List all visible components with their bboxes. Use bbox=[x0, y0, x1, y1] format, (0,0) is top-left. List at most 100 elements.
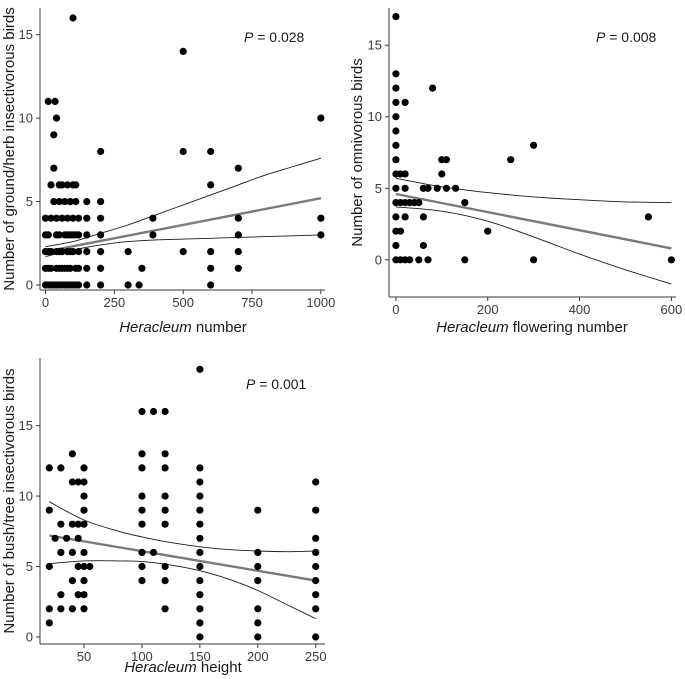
data-point bbox=[207, 147, 215, 156]
data-point bbox=[530, 256, 538, 264]
data-point bbox=[149, 214, 157, 222]
data-point bbox=[312, 591, 320, 599]
data-point bbox=[138, 577, 146, 585]
panel-b: 0 200 400 600 0 5 10 15 P = 0.008 Heracleum flowe… bbox=[349, 8, 682, 336]
data-point bbox=[57, 591, 65, 599]
data-point bbox=[97, 248, 105, 256]
data-point bbox=[196, 591, 204, 599]
data-point bbox=[161, 450, 169, 458]
p-value-label: P = 0.001 bbox=[246, 376, 307, 392]
data-point bbox=[392, 113, 400, 121]
data-point bbox=[312, 478, 320, 486]
data-point bbox=[45, 605, 53, 613]
data-point bbox=[138, 464, 146, 472]
data-point bbox=[58, 181, 66, 189]
data-point bbox=[86, 562, 94, 571]
x-tick-label: 750 bbox=[241, 295, 263, 310]
data-point bbox=[317, 231, 325, 239]
data-point bbox=[419, 241, 427, 250]
data-point bbox=[149, 231, 157, 239]
data-point bbox=[207, 281, 215, 289]
data-point bbox=[80, 577, 88, 585]
data-point bbox=[52, 214, 61, 222]
x-tick-label: 0 bbox=[42, 295, 49, 310]
regression-line bbox=[49, 534, 316, 582]
data-point bbox=[124, 248, 132, 256]
p-value-label: P = 0.008 bbox=[596, 29, 657, 45]
data-point bbox=[80, 492, 88, 500]
data-point bbox=[234, 214, 242, 222]
data-point bbox=[396, 227, 405, 235]
y-tick-label: 10 bbox=[368, 109, 382, 124]
data-point bbox=[254, 619, 262, 627]
y-tick-label: 10 bbox=[19, 489, 33, 504]
data-point bbox=[45, 562, 53, 571]
x-tick-label: 400 bbox=[569, 302, 591, 317]
data-point bbox=[207, 181, 215, 189]
ci-upper-line bbox=[395, 177, 672, 204]
data-point bbox=[74, 478, 82, 486]
ci-lower-line bbox=[49, 560, 316, 620]
data-point bbox=[97, 198, 105, 206]
data-point bbox=[484, 227, 492, 235]
data-point bbox=[63, 181, 72, 189]
data-point bbox=[234, 164, 242, 172]
y-tick-label: 0 bbox=[375, 252, 382, 267]
data-point bbox=[50, 198, 58, 206]
data-point bbox=[74, 562, 82, 571]
data-point bbox=[44, 231, 52, 239]
x-tick-label: 50 bbox=[77, 649, 91, 664]
data-point bbox=[138, 264, 146, 272]
data-point bbox=[45, 506, 53, 514]
data-point bbox=[161, 605, 169, 613]
data-point bbox=[138, 506, 146, 514]
data-point bbox=[433, 184, 441, 192]
data-point bbox=[312, 633, 320, 641]
data-point bbox=[254, 506, 262, 514]
y-tick-label: 15 bbox=[19, 418, 33, 433]
data-point bbox=[57, 548, 65, 557]
p-value-text: = 0.008 bbox=[605, 29, 656, 45]
data-point bbox=[45, 464, 53, 472]
data-point bbox=[138, 407, 146, 416]
data-point bbox=[55, 198, 63, 206]
data-point bbox=[51, 534, 59, 542]
data-point bbox=[392, 13, 400, 21]
data-point bbox=[161, 492, 169, 500]
data-point bbox=[75, 214, 83, 222]
data-point bbox=[161, 407, 169, 416]
data-point bbox=[254, 633, 262, 641]
data-point bbox=[149, 407, 158, 416]
data-point bbox=[667, 256, 676, 264]
data-point bbox=[196, 492, 204, 500]
p-symbol: P bbox=[244, 29, 254, 45]
data-point bbox=[392, 241, 400, 250]
data-point bbox=[83, 264, 91, 272]
data-point bbox=[392, 156, 400, 164]
data-point bbox=[392, 98, 400, 106]
regression-line bbox=[395, 192, 672, 250]
data-point bbox=[234, 264, 242, 272]
panel-a: 0 250 500 750 1000 0 5 10 15 P = 0.028 Heracleum n… bbox=[1, 7, 335, 336]
data-point bbox=[179, 147, 187, 156]
data-point bbox=[392, 127, 400, 135]
data-point bbox=[61, 198, 69, 206]
y-tick-label: 10 bbox=[19, 111, 33, 126]
data-point bbox=[57, 605, 65, 613]
p-symbol: P bbox=[246, 376, 256, 392]
y-tick-label: 5 bbox=[26, 559, 33, 574]
data-point bbox=[68, 478, 76, 486]
regression-line bbox=[45, 197, 322, 253]
data-point bbox=[80, 562, 88, 571]
data-point bbox=[75, 248, 83, 256]
data-point bbox=[66, 198, 74, 206]
data-point bbox=[80, 548, 88, 557]
x-tick-label: 250 bbox=[103, 295, 125, 310]
x-axis-title: Heracleum flowering number bbox=[436, 319, 628, 336]
p-value-label: P = 0.028 bbox=[244, 29, 305, 45]
data-point bbox=[507, 156, 515, 164]
data-point bbox=[312, 577, 320, 585]
data-point bbox=[83, 198, 91, 206]
data-point bbox=[83, 281, 91, 289]
y-tick-label: 0 bbox=[26, 629, 33, 644]
